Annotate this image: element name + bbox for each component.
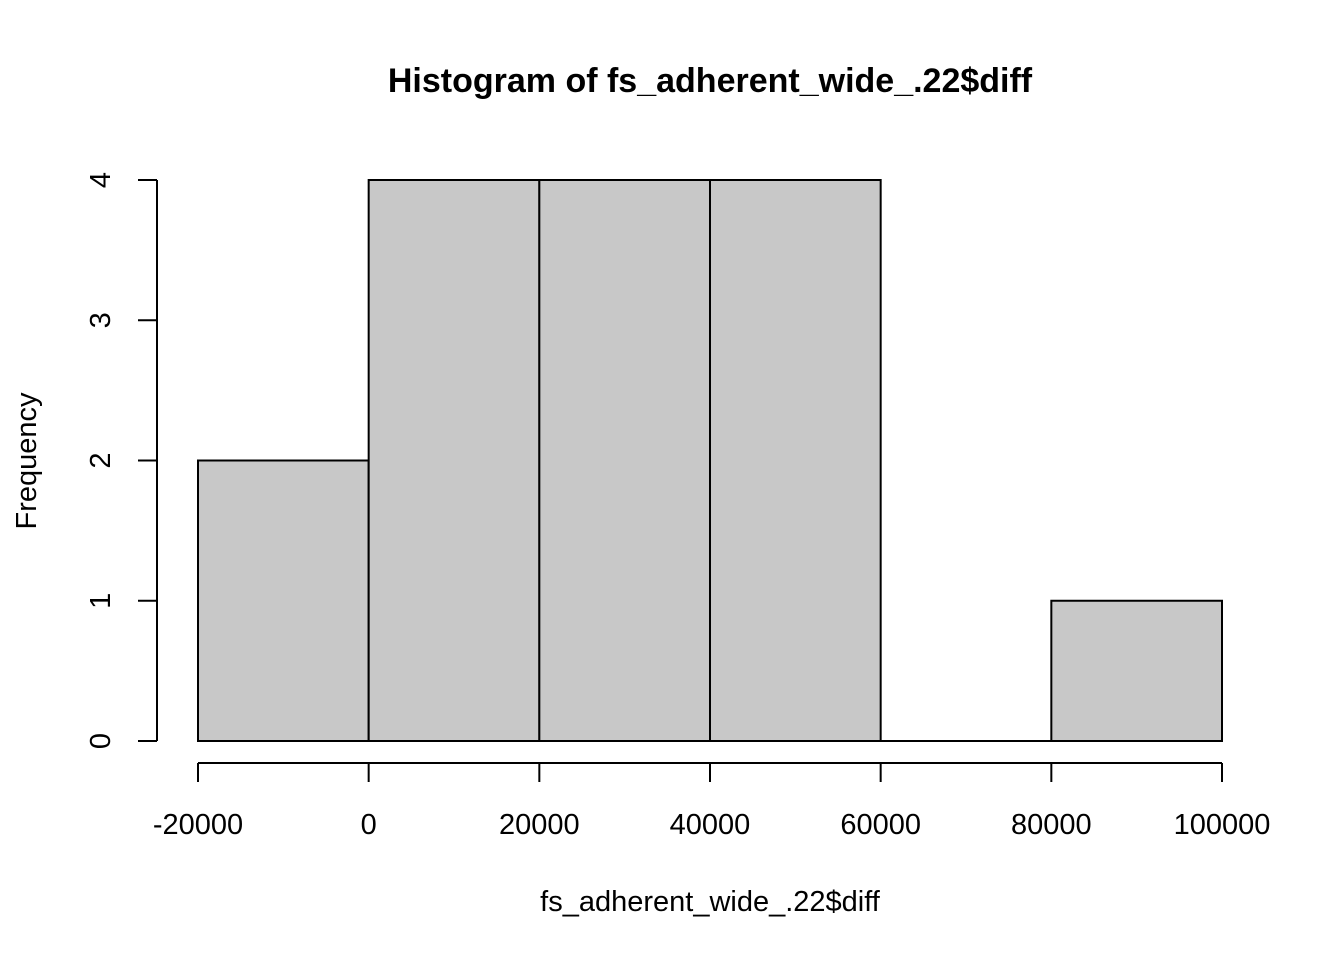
y-tick-label: 4: [85, 172, 117, 188]
y-axis-label: Frequency: [11, 392, 43, 530]
x-tick-label: 0: [361, 809, 377, 841]
x-axis-label: fs_adherent_wide_.22$diff: [540, 886, 881, 918]
x-tick-label: 80000: [1011, 809, 1092, 841]
bars-group: [197, 179, 1224, 742]
x-tick-label: 40000: [670, 809, 751, 841]
histogram-bar-2: [538, 179, 711, 742]
y-axis: 0 1 2 3 4: [85, 172, 158, 749]
y-tick-label: 0: [85, 733, 117, 749]
y-tick-label: 3: [85, 312, 117, 328]
x-tick-label: -20000: [153, 809, 243, 841]
chart-title: Histogram of fs_adherent_wide_.22$diff: [388, 62, 1033, 100]
x-tick-label: 20000: [499, 809, 580, 841]
y-tick-label: 2: [85, 452, 117, 468]
x-tick-label: 60000: [840, 809, 921, 841]
histogram-bar-0: [197, 459, 370, 742]
histogram-bar-5: [1050, 599, 1224, 742]
histogram-bar-3: [709, 179, 882, 742]
y-tick-label: 1: [85, 593, 117, 609]
histogram-bar-1: [367, 179, 541, 742]
x-tick-label: 100000: [1174, 809, 1271, 841]
x-axis: -20000 0 20000 40000 60000 80000 100000: [153, 762, 1271, 841]
